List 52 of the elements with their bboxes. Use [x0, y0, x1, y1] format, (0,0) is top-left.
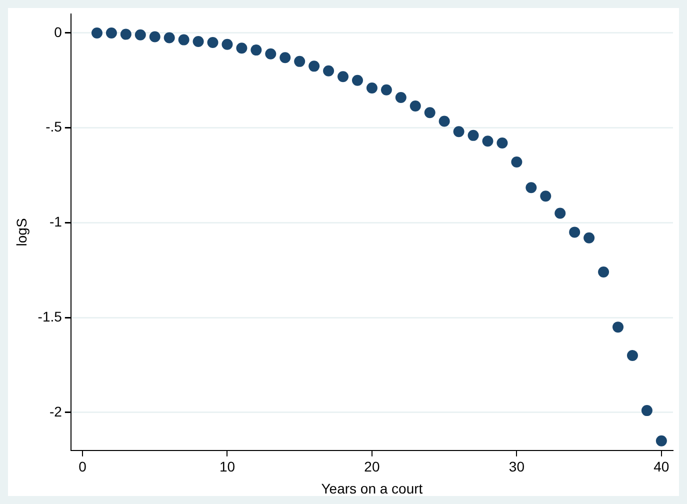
point — [395, 92, 406, 103]
point — [482, 136, 494, 147]
point — [453, 126, 464, 138]
point — [511, 156, 522, 168]
x-tick-label: 40 — [654, 458, 670, 475]
y-axis-title: logS — [13, 218, 30, 246]
point — [352, 74, 363, 86]
x-axis-title: Years on a court — [321, 480, 423, 496]
point — [178, 34, 190, 46]
point — [410, 100, 421, 112]
y-tick-label: 0 — [54, 24, 62, 40]
point — [584, 232, 595, 244]
point — [468, 130, 479, 141]
point — [612, 322, 624, 333]
y-tick-label: -.5 — [46, 118, 62, 135]
point — [540, 190, 552, 202]
point — [438, 116, 450, 127]
point — [366, 82, 378, 94]
point — [338, 71, 349, 82]
point — [569, 226, 580, 238]
point — [207, 36, 218, 48]
x-tick-label: 10 — [219, 458, 236, 475]
point — [280, 52, 291, 64]
point — [554, 208, 566, 219]
point — [106, 27, 117, 38]
point — [626, 350, 638, 362]
point — [265, 48, 276, 60]
y-tick-label: -1.5 — [38, 308, 62, 324]
point — [294, 56, 306, 67]
point — [380, 84, 392, 96]
point — [91, 27, 102, 38]
point — [164, 32, 175, 44]
y-tick-label: -1 — [49, 214, 62, 230]
point — [250, 44, 262, 56]
point — [526, 182, 537, 194]
point — [222, 38, 233, 50]
point — [134, 29, 146, 40]
x-tick-label: 0 — [78, 458, 87, 475]
point — [236, 42, 248, 54]
point — [496, 138, 508, 149]
y-tick-label: -2 — [49, 403, 62, 420]
point — [424, 107, 436, 118]
point — [598, 266, 610, 278]
point — [641, 405, 652, 416]
point — [308, 60, 320, 72]
x-tick-label: 30 — [508, 458, 525, 475]
point — [656, 435, 667, 446]
point — [149, 31, 160, 42]
x-tick-label: 20 — [364, 458, 380, 475]
point — [323, 65, 334, 76]
point — [192, 36, 204, 48]
point — [120, 28, 132, 40]
